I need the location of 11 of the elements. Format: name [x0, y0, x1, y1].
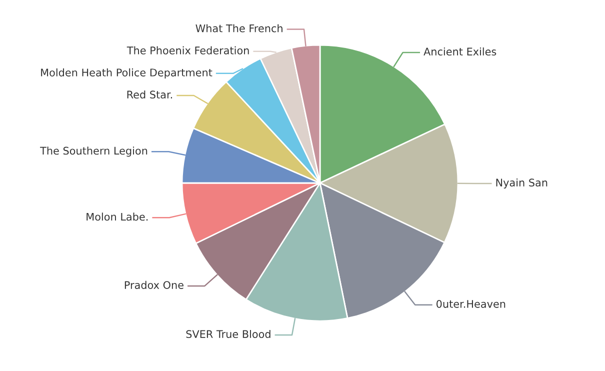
slice-label: SVER True Blood [186, 330, 270, 338]
slice-label: What The French [196, 24, 282, 32]
slice-label: Nyain San [496, 178, 548, 189]
slice-label: Pradox One [124, 280, 184, 289]
slice-label: 0uter.Heaven [436, 300, 506, 308]
slice-label: Ancient Exiles [424, 47, 496, 56]
slice-label: Molon Labe. [86, 212, 148, 221]
slice-label: Red Star. [127, 90, 172, 99]
slice-label: The Southern Legion [40, 146, 148, 157]
slice-label: Molden Heath Police Department [41, 68, 212, 78]
slice-label: The Phoenix Federation [126, 46, 249, 54]
